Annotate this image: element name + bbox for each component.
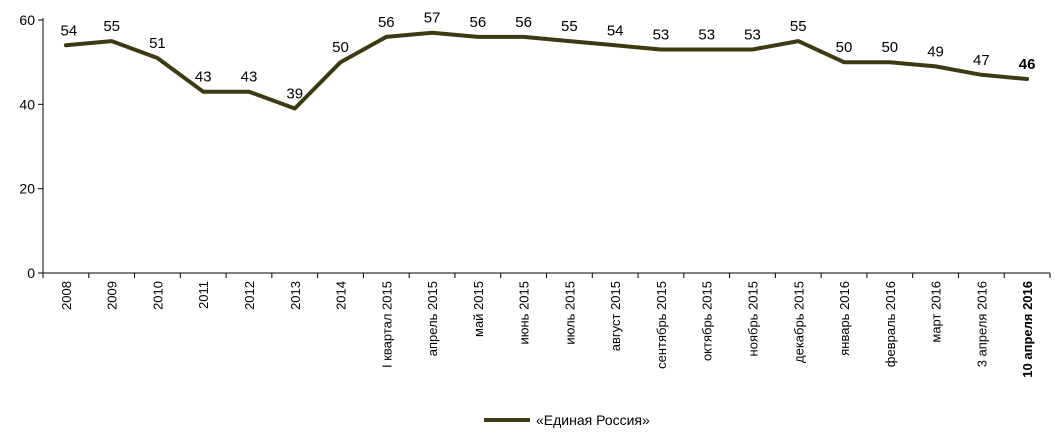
y-tick-label: 40 <box>19 96 35 112</box>
x-tick-label: апрель 2015 <box>425 281 440 356</box>
y-axis: 0 20 40 60 <box>19 12 44 281</box>
x-tick-label: июнь 2015 <box>517 281 532 345</box>
y-tick-label: 0 <box>27 265 35 281</box>
x-tick-label: август 2015 <box>608 281 623 351</box>
x-tick-label: ноябрь 2015 <box>745 281 760 356</box>
x-tick-label: май 2015 <box>471 281 486 337</box>
x-tick-label: октябрь 2015 <box>700 281 715 361</box>
data-labels: 54 55 51 43 43 39 50 56 57 56 56 55 54 53 53 53 55 50 50 49… <box>61 10 1036 103</box>
data-label: 55 <box>103 18 120 35</box>
data-label: 56 <box>515 14 532 31</box>
x-tick-label: 2012 <box>242 281 257 310</box>
data-label: 55 <box>790 18 807 35</box>
x-tick-label: февраль 2016 <box>883 281 898 367</box>
x-tick-label: март 2016 <box>929 281 944 343</box>
x-tick-label: декабрь 2015 <box>791 281 806 363</box>
x-tick-label: I квартал 2015 <box>379 281 394 368</box>
x-tick-label: 2009 <box>105 281 120 310</box>
data-label: 43 <box>241 69 258 86</box>
data-label: 46 <box>1019 56 1036 73</box>
legend-label: «Единая Россия» <box>536 412 650 428</box>
data-label: 54 <box>61 22 78 39</box>
data-label: 56 <box>469 14 486 31</box>
data-label: 50 <box>332 39 349 56</box>
data-label: 56 <box>378 14 395 31</box>
data-label: 53 <box>653 27 670 44</box>
x-tick-label: 10 апреля 2016 <box>1020 281 1035 378</box>
x-tick-label: 2010 <box>150 281 165 310</box>
x-tick-label: 2013 <box>288 281 303 310</box>
legend: «Единая Россия» <box>484 412 650 428</box>
x-tick-label: 2008 <box>59 281 74 310</box>
x-axis: 2008 2009 2010 2011 2012 2013 2014 I квартал 20… <box>42 272 1051 378</box>
data-label: 39 <box>286 86 303 103</box>
series-layer <box>63 30 1030 111</box>
data-label: 51 <box>149 35 166 52</box>
data-label: 57 <box>424 10 441 27</box>
x-tick-label: 2014 <box>334 281 349 310</box>
data-label: 49 <box>927 43 944 60</box>
data-label: 55 <box>561 18 578 35</box>
data-label: 54 <box>607 22 624 39</box>
x-tick-label: июль 2015 <box>562 281 577 345</box>
series-line <box>63 30 1030 111</box>
data-label: 47 <box>973 52 990 69</box>
data-label: 53 <box>698 27 715 44</box>
data-label: 43 <box>195 69 212 86</box>
y-tick-label: 20 <box>19 181 35 197</box>
x-tick-label: январь 2016 <box>837 281 852 356</box>
x-tick-label: 3 апреля 2016 <box>974 281 989 367</box>
data-label: 50 <box>836 39 853 56</box>
data-label: 50 <box>881 39 898 56</box>
x-tick-label: 2011 <box>196 281 211 309</box>
y-tick-label: 60 <box>19 12 35 28</box>
x-tick-label: сентябрь 2015 <box>654 281 669 369</box>
data-label: 53 <box>744 27 761 44</box>
